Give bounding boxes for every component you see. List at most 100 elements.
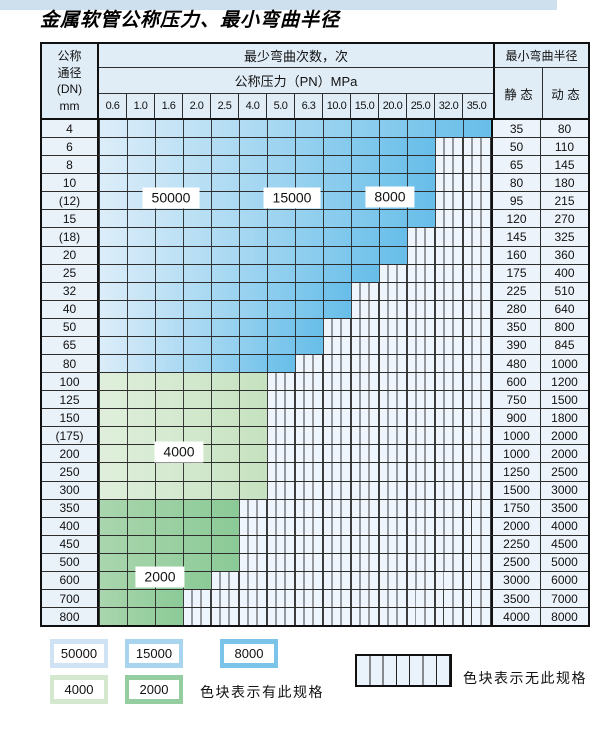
available-spec-span — [99, 535, 239, 553]
pressure-column-header: 35.0 — [466, 100, 487, 112]
zone-label-50000: 50000 — [142, 187, 200, 209]
static-radius-cell: 145 — [493, 228, 541, 246]
page-title: 金属软管公称压力、最小弯曲半径 — [40, 10, 341, 31]
pressure-cells — [99, 481, 493, 499]
pressure-cells — [99, 138, 493, 156]
available-spec-span — [99, 228, 407, 246]
dn-cell: 500 — [42, 553, 99, 571]
no-spec-span — [351, 282, 491, 300]
no-spec-span — [239, 535, 491, 553]
available-spec-span — [99, 499, 239, 517]
pressure-column-header: 4.0 — [239, 94, 267, 118]
header-nominal-pressure: 公称压力（PN）MPa — [99, 68, 493, 94]
dynamic-radius-cell: 2500 — [541, 463, 588, 481]
static-radius-cell: 225 — [493, 282, 541, 300]
no-spec-span — [239, 553, 491, 571]
table-row: 600 3000 6000 — [42, 571, 588, 591]
legend-swatch-8000: 8000 — [220, 639, 278, 668]
dn-cell: 100 — [42, 373, 99, 391]
table-body: 4 35 80 6 50 110 8 65 145 10 80 180 (12) 95 215 15 120 27… — [42, 120, 588, 626]
page-top-band — [0, 0, 557, 10]
dynamic-radius-cell: 3500 — [541, 499, 588, 517]
legend-no-spec-text: 色块表示无此规格 — [463, 670, 587, 686]
available-spec-span — [99, 138, 435, 156]
no-spec-span — [267, 409, 491, 427]
pressure-column-header: 32.0 — [435, 94, 463, 118]
available-spec-span — [99, 517, 239, 535]
table-row: 10 80 180 — [42, 174, 588, 193]
static-radius-cell: 280 — [493, 300, 541, 318]
dynamic-radius-cell: 110 — [541, 138, 588, 156]
dynamic-radius-cell: 80 — [541, 120, 588, 138]
pressure-cells — [99, 463, 493, 481]
pressure-column-header: 1.0 — [127, 94, 155, 118]
static-radius-cell: 3000 — [493, 571, 541, 590]
dynamic-radius-cell: 5000 — [541, 553, 588, 571]
static-radius-cell: 65 — [493, 156, 541, 174]
legend-swatch-4000: 4000 — [50, 675, 108, 704]
pressure-cells — [99, 300, 493, 318]
zone-label-4000: 4000 — [154, 441, 204, 463]
static-radius-cell: 480 — [493, 355, 541, 373]
available-spec-span — [99, 246, 407, 264]
table-row: 350 1750 3500 — [42, 499, 588, 518]
pressure-cells — [99, 499, 493, 517]
pressure-cells — [99, 156, 493, 174]
pressure-cells — [99, 336, 493, 355]
available-spec-span — [99, 590, 183, 608]
available-spec-span — [99, 373, 267, 391]
no-spec-span — [267, 463, 491, 481]
table-row: 50 350 800 — [42, 318, 588, 337]
pressure-column-header: 15.0 — [351, 94, 379, 118]
dynamic-radius-cell: 360 — [541, 246, 588, 264]
pressure-column-header: 0.6 — [99, 94, 127, 118]
static-radius-cell: 1750 — [493, 499, 541, 517]
table-row: 125 750 1500 — [42, 391, 588, 410]
table-row: 15 120 270 — [42, 210, 588, 229]
dn-cell: 300 — [42, 481, 99, 499]
dynamic-radius-cell: 270 — [541, 210, 588, 228]
dynamic-radius-cell: 1800 — [541, 409, 588, 427]
pressure-cells — [99, 427, 493, 445]
dn-cell: (175) — [42, 427, 99, 445]
no-spec-span — [407, 228, 491, 246]
legend-no-spec-swatch — [355, 654, 452, 687]
pressure-cells — [99, 553, 493, 572]
no-spec-span — [267, 445, 491, 463]
static-radius-cell: 120 — [493, 210, 541, 228]
dn-cell: 20 — [42, 246, 99, 264]
available-spec-span — [99, 264, 379, 282]
static-radius-cell: 175 — [493, 264, 541, 282]
dn-cell: 32 — [42, 282, 99, 300]
dynamic-radius-cell: 180 — [541, 174, 588, 192]
header-static-dynamic: 静 态 动 态 — [493, 68, 588, 118]
dynamic-radius-cell: 2000 — [541, 427, 588, 445]
no-spec-span — [239, 517, 491, 535]
pressure-cells — [99, 264, 493, 282]
dn-cell: 65 — [42, 336, 99, 355]
pressure-cells — [99, 590, 493, 608]
pressure-cells — [99, 228, 493, 246]
no-spec-span — [239, 499, 491, 517]
table-row: 65 390 845 — [42, 336, 588, 356]
pressure-cells — [99, 608, 493, 626]
table-row: 200 1000 2000 — [42, 445, 588, 464]
no-spec-span — [323, 336, 491, 355]
table-row: 8 65 145 — [42, 156, 588, 175]
no-spec-span — [435, 156, 491, 174]
dynamic-radius-cell: 1500 — [541, 391, 588, 409]
static-radius-cell: 2500 — [493, 553, 541, 571]
dynamic-radius-cell: 6000 — [541, 571, 588, 590]
pressure-column-header: 1.6 — [155, 94, 183, 118]
dynamic-radius-cell: 325 — [541, 228, 588, 246]
table-row: 300 1500 3000 — [42, 481, 588, 500]
dynamic-radius-cell: 4500 — [541, 535, 588, 553]
static-radius-cell: 750 — [493, 391, 541, 409]
dynamic-radius-cell: 8000 — [541, 608, 588, 626]
dn-cell: 4 — [42, 120, 99, 138]
dynamic-radius-cell: 640 — [541, 300, 588, 318]
dn-cell: 250 — [42, 463, 99, 481]
dn-cell: 40 — [42, 300, 99, 318]
dn-cell: 50 — [42, 318, 99, 336]
dn-cell: 8 — [42, 156, 99, 174]
